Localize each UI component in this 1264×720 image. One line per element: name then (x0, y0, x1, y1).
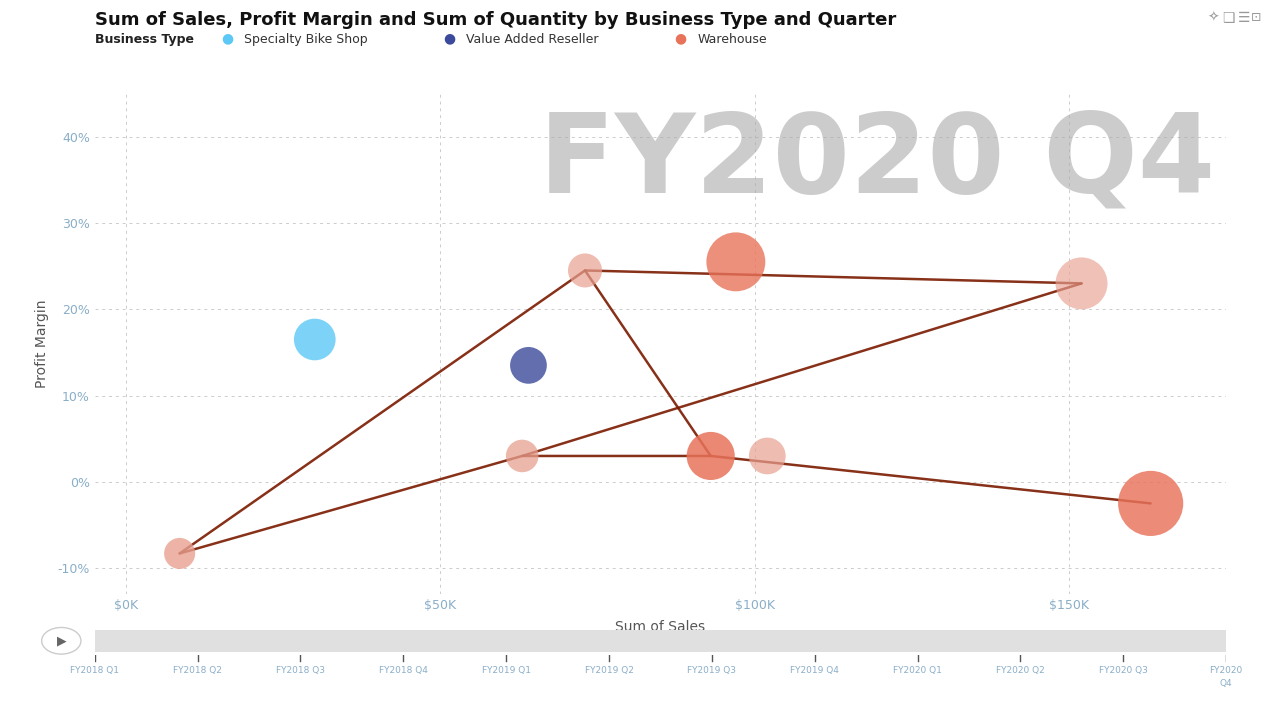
Text: ●: ● (221, 31, 234, 45)
Text: FY2020 Q2: FY2020 Q2 (996, 666, 1045, 675)
Text: Business Type: Business Type (95, 33, 193, 46)
Text: ☰: ☰ (1237, 11, 1250, 24)
Text: ✧: ✧ (1207, 11, 1220, 24)
Text: FY2018 Q3: FY2018 Q3 (276, 666, 325, 675)
Text: FY2020 Q1: FY2020 Q1 (894, 666, 942, 675)
Text: Q4: Q4 (1220, 678, 1232, 688)
Text: FY2019 Q4: FY2019 Q4 (790, 666, 839, 675)
Text: ●: ● (442, 31, 455, 45)
Text: FY2018 Q1: FY2018 Q1 (71, 666, 119, 675)
Text: Specialty Bike Shop: Specialty Bike Shop (244, 33, 368, 46)
Text: FY2020 Q3: FY2020 Q3 (1098, 666, 1148, 675)
Point (726, 256, 746, 268)
Text: FY2019 Q1: FY2019 Q1 (482, 666, 531, 675)
Text: FY2018 Q4: FY2018 Q4 (379, 666, 427, 675)
Text: FY2020 Q4: FY2020 Q4 (538, 109, 1215, 215)
Point (1140, 498, 1160, 509)
Text: ⊡: ⊡ (1251, 11, 1261, 24)
Point (757, 450, 777, 462)
Text: ●: ● (674, 31, 686, 45)
Point (1072, 278, 1092, 289)
Text: ▶: ▶ (57, 634, 67, 647)
X-axis label: Sum of Sales: Sum of Sales (616, 620, 705, 634)
Text: FY2020: FY2020 (1210, 666, 1243, 675)
Text: FY2019 Q2: FY2019 Q2 (584, 666, 633, 675)
Point (700, 450, 720, 462)
Text: FY2019 Q3: FY2019 Q3 (688, 666, 737, 675)
Point (575, 265, 595, 276)
Y-axis label: Profit Margin: Profit Margin (35, 300, 49, 388)
Text: Warehouse: Warehouse (696, 33, 767, 46)
Point (305, 334, 325, 346)
Text: ❑: ❑ (1222, 11, 1235, 24)
Text: FY2018 Q2: FY2018 Q2 (173, 666, 222, 675)
Point (512, 450, 532, 462)
Point (169, 548, 190, 559)
Text: Sum of Sales, Profit Margin and Sum of Quantity by Business Type and Quarter: Sum of Sales, Profit Margin and Sum of Q… (95, 11, 896, 29)
Text: Value Added Reseller: Value Added Reseller (465, 33, 598, 46)
Point (518, 359, 538, 371)
